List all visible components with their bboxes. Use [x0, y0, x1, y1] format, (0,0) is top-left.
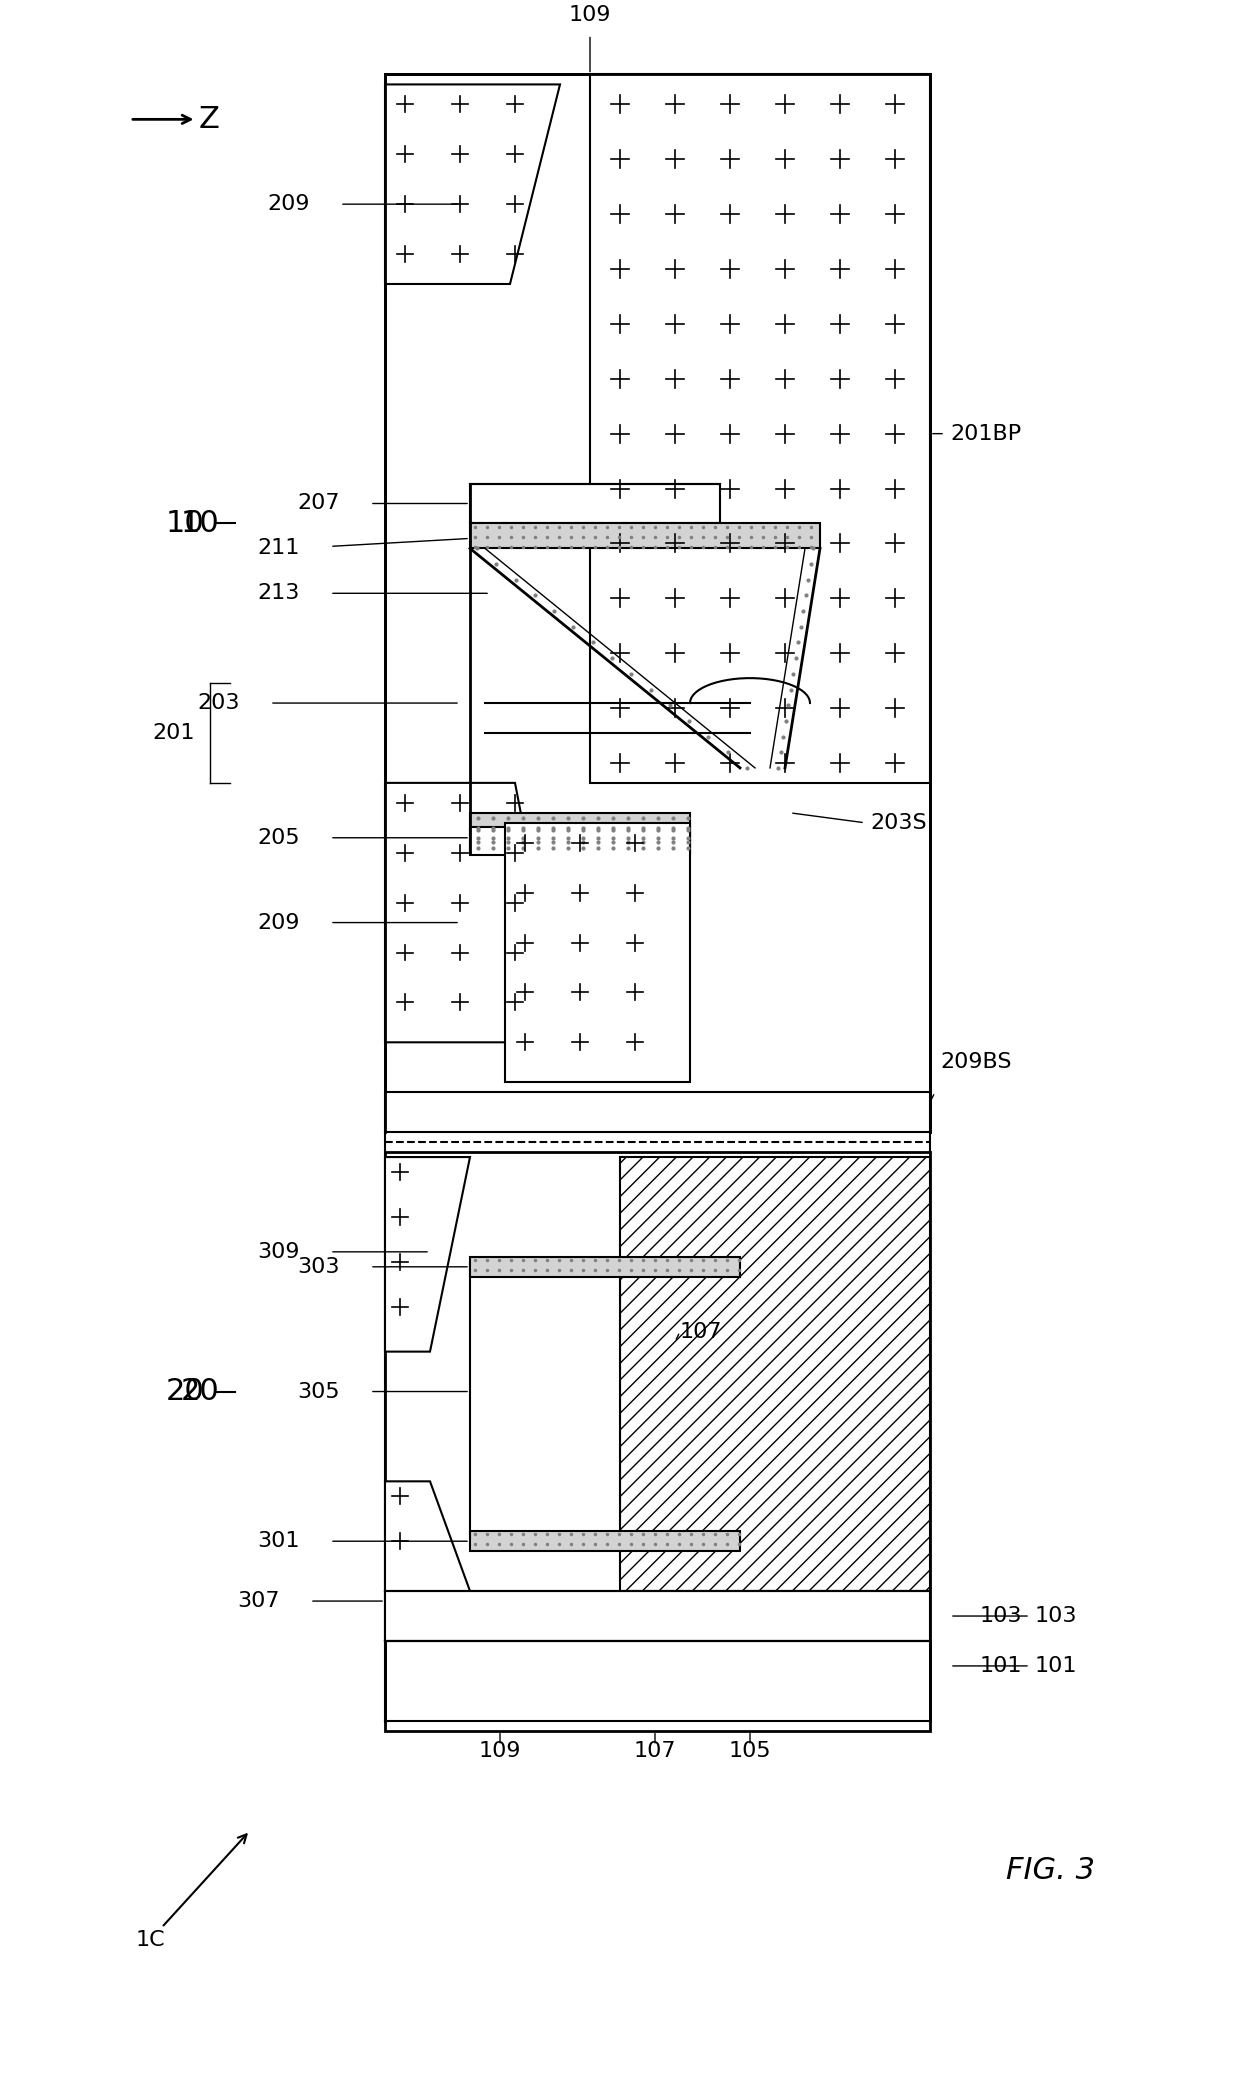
Bar	[384, 1093, 930, 1591]
Bar	[505, 824, 689, 1082]
Text: 207: 207	[298, 494, 340, 513]
Bar	[470, 828, 689, 855]
Text: 10: 10	[181, 509, 219, 538]
Text: 209BS: 209BS	[940, 1053, 1012, 1072]
Text: 201BP: 201BP	[950, 423, 1021, 444]
Text: 213: 213	[258, 584, 300, 603]
Bar	[620, 1157, 930, 1591]
Text: FIG. 3: FIG. 3	[1006, 1856, 1095, 1885]
Text: 103: 103	[980, 1605, 1023, 1626]
Text: 305: 305	[298, 1382, 340, 1401]
Text: 309: 309	[258, 1243, 300, 1261]
Bar	[384, 1591, 930, 1641]
Text: 301: 301	[258, 1530, 300, 1551]
Bar	[470, 1261, 620, 1537]
Text: 209: 209	[268, 194, 310, 215]
Bar	[384, 1153, 930, 1731]
Bar	[470, 1257, 740, 1276]
Polygon shape	[384, 83, 560, 284]
Bar	[470, 813, 689, 853]
Text: Z: Z	[133, 104, 219, 133]
Bar	[590, 75, 930, 782]
Polygon shape	[384, 1157, 470, 1351]
Text: 103: 103	[1035, 1605, 1078, 1626]
Text: 109: 109	[479, 1741, 521, 1760]
Text: 205: 205	[258, 828, 300, 849]
Text: 211: 211	[258, 538, 300, 559]
Text: 10: 10	[166, 509, 205, 538]
Text: 101: 101	[1035, 1655, 1078, 1676]
Bar	[384, 1641, 930, 1720]
Text: 303: 303	[298, 1257, 340, 1276]
Text: 307: 307	[238, 1591, 280, 1612]
Polygon shape	[384, 782, 565, 1042]
Text: 101: 101	[980, 1655, 1023, 1676]
Bar	[470, 523, 820, 548]
Text: 20: 20	[166, 1376, 205, 1405]
Bar	[384, 1591, 930, 1641]
Bar	[470, 484, 720, 523]
Text: 107: 107	[680, 1322, 723, 1341]
Bar	[470, 1530, 740, 1551]
Text: 201: 201	[153, 723, 195, 742]
Text: 1C: 1C	[135, 1835, 247, 1949]
Text: 20: 20	[181, 1376, 219, 1405]
Text: 107: 107	[634, 1741, 676, 1760]
Bar	[590, 75, 930, 782]
Text: 203: 203	[197, 692, 241, 713]
Bar	[384, 75, 930, 1132]
Text: 105: 105	[729, 1741, 771, 1760]
Text: 203S: 203S	[870, 813, 926, 832]
Text: 109: 109	[569, 4, 611, 25]
Polygon shape	[384, 1480, 470, 1591]
Text: 209: 209	[258, 913, 300, 932]
